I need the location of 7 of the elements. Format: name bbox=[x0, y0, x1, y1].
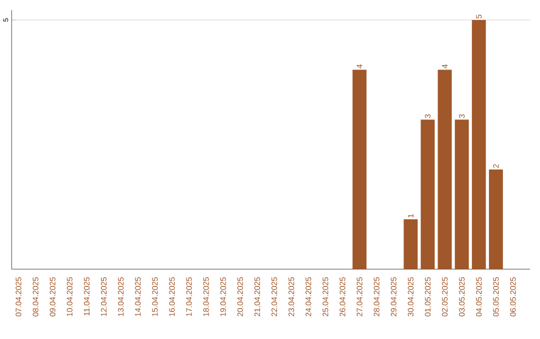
bar bbox=[438, 70, 452, 270]
bar bbox=[420, 120, 435, 270]
bar bbox=[454, 120, 469, 270]
bar bbox=[404, 219, 418, 270]
bar bbox=[352, 70, 366, 270]
bar bbox=[488, 169, 503, 270]
bar bbox=[472, 20, 486, 270]
